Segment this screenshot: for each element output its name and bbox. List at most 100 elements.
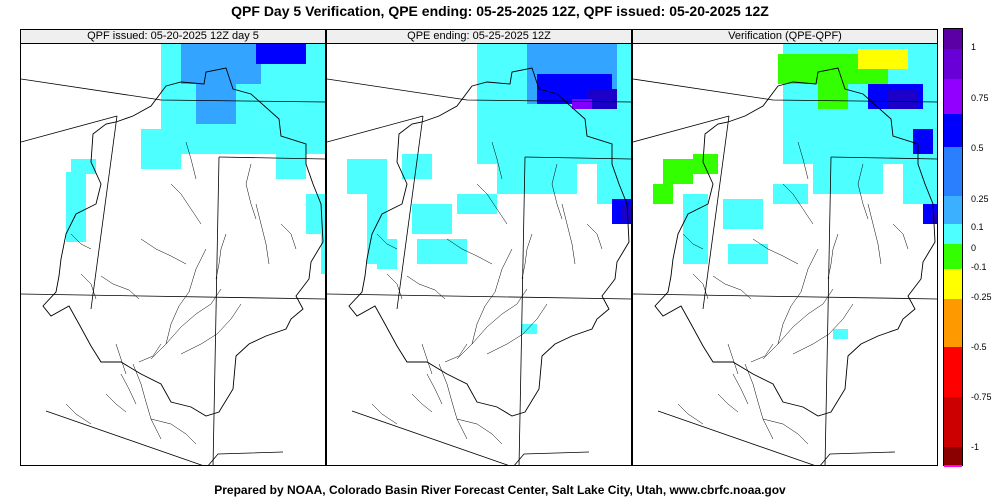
qpf-map [21,44,325,465]
river-line [782,248,819,325]
state-boundary-line [21,115,118,143]
river-line [762,288,834,360]
precip-cell [587,89,617,109]
river-line [677,403,704,425]
river-line [586,223,603,250]
precip-cell [622,206,631,221]
river-line [132,363,162,440]
precip-cell [412,204,452,234]
river-line [752,238,799,265]
state-boundary-line [702,115,730,310]
verification-panel: Verification (QPE-QPF) [632,29,938,466]
colorbar-swatch [944,49,962,79]
river-line [476,183,508,225]
river-line [797,141,809,180]
colorbar-swatch [944,269,962,299]
colorbar-tick-label: -0.75 [971,392,992,402]
river-line [551,163,563,220]
river-line [120,373,137,405]
river-line [456,418,503,445]
river-line [280,223,297,250]
colorbar-swatch [944,299,962,347]
precip-cell [693,154,718,174]
state-boundary-line [327,293,631,300]
precip-cell [306,194,325,234]
colorbar-swatch [944,79,962,114]
state-boundary-line [90,115,118,310]
colorbar-swatch [944,29,962,49]
precip-cell [913,129,933,154]
colorbar-tick-label: -0.1 [971,262,987,272]
precip-cell [818,84,848,109]
river-line [456,288,528,360]
verification-map [633,44,937,465]
precip-field [66,44,325,274]
basin-outline [42,67,324,417]
precip-cell [858,49,908,69]
rivers [677,141,909,445]
precip-field [653,44,937,339]
river-line [215,233,227,280]
state-boundary-line [218,156,325,160]
state-boundary-line [518,156,526,465]
river-line [170,183,202,225]
state-boundary-line [633,115,730,143]
state-boundaries [633,78,937,465]
state-boundary-line [820,451,896,465]
precip-cell [181,44,261,84]
precip-cell [663,159,693,184]
qpf-panel-title: QPF issued: 05-20-2025 12Z day 5 [21,30,325,44]
colorbar-swatch [944,397,962,447]
precip-field [347,44,631,334]
precip-cell [653,184,673,204]
river-line [444,343,468,363]
precip-cell [146,149,161,169]
precip-cell [773,184,808,204]
qpe-panel-title: QPE ending: 05-25-2025 12Z [327,30,631,44]
river-line [727,343,739,375]
state-boundaries [327,78,631,465]
qpe-panel: QPE ending: 05-25-2025 12Z [326,29,632,466]
river-line [692,273,709,300]
precip-cell [497,164,577,194]
river-line [411,393,433,413]
precip-cell [572,99,592,109]
river-line [521,233,533,280]
river-line [827,233,839,280]
precip-cell [417,239,467,264]
river-line [105,393,127,413]
river-line [421,343,433,375]
state-boundary-line [824,156,832,465]
basin-boundary [654,67,936,417]
river-line [867,203,882,265]
state-boundary-line [327,78,631,103]
precip-cell [931,212,937,224]
river-line [371,403,398,425]
river-line [65,403,92,425]
precip-cell [321,234,325,274]
state-boundary-line [633,78,937,103]
river-line [150,288,222,360]
state-boundary-line [396,115,424,310]
precip-cell [522,324,537,334]
rivers [371,141,603,445]
precip-cell [833,329,848,339]
precip-cell [256,44,306,64]
state-boundaries [21,78,325,465]
footer-credit: Prepared by NOAA, Colorado Basin River F… [214,483,786,497]
river-line [446,238,493,265]
precip-cell [888,89,918,109]
river-line [100,275,140,300]
river-line [491,141,503,180]
state-boundary-line [514,451,590,465]
rivers [65,141,297,445]
colorbar-tick-label: -1 [971,442,980,452]
river-line [561,203,576,265]
river-line [426,373,443,405]
precip-cell [66,172,86,242]
basin-boundary [42,67,324,417]
river-line [471,323,478,345]
state-boundary-line [21,78,325,103]
state-boundary-line [327,115,424,143]
river-line [476,248,513,325]
